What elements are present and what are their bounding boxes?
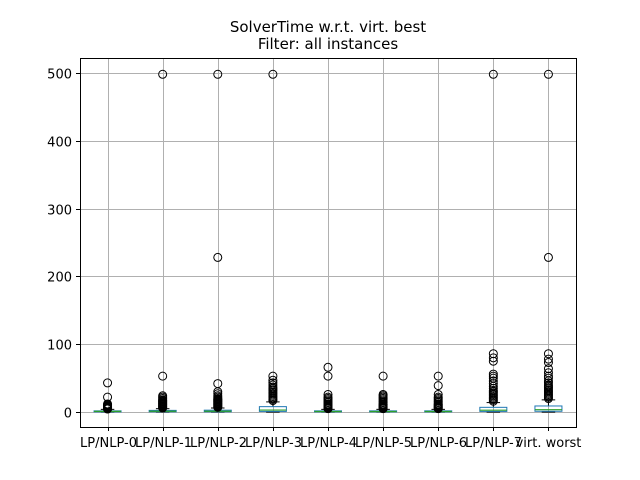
x-tick-label: LP/NLP-0 bbox=[80, 436, 137, 451]
chart-title: SolverTime w.r.t. virt. best bbox=[230, 18, 426, 36]
box-group bbox=[479, 69, 508, 413]
outlier-point bbox=[213, 69, 223, 79]
outlier-point bbox=[378, 371, 388, 381]
x-tick-label: LP/NLP-3 bbox=[245, 436, 302, 451]
outlier-point bbox=[433, 392, 443, 402]
box-group bbox=[424, 371, 453, 414]
y-tick-label: 300 bbox=[47, 204, 72, 219]
outlier-point bbox=[543, 252, 553, 262]
box-group bbox=[369, 371, 398, 414]
y-tick-label: 200 bbox=[47, 271, 72, 286]
x-tick-label: LP/NLP-2 bbox=[190, 436, 247, 451]
box-rect bbox=[534, 405, 563, 412]
outlier-point bbox=[323, 389, 333, 399]
box-rect bbox=[479, 406, 508, 412]
y-tick-label: 0 bbox=[64, 407, 72, 422]
outlier-point bbox=[433, 381, 443, 391]
y-axis-ticks: 0 100 200 300 400 500 bbox=[47, 68, 80, 422]
outlier-point bbox=[543, 354, 553, 364]
outlier-point bbox=[103, 392, 113, 402]
outlier-point bbox=[433, 389, 443, 399]
outlier-point bbox=[488, 379, 498, 389]
outlier-point bbox=[543, 69, 553, 79]
outlier-point bbox=[433, 371, 443, 381]
box-group bbox=[148, 69, 177, 413]
outlier-point bbox=[213, 379, 223, 389]
box-rect bbox=[258, 406, 287, 412]
x-tick-label: LP/NLP-4 bbox=[300, 436, 357, 451]
outlier-point bbox=[488, 353, 498, 363]
outlier-point bbox=[268, 378, 278, 388]
chart-subtitle: Filter: all instances bbox=[258, 35, 399, 53]
y-tick-label: 100 bbox=[47, 339, 72, 354]
outlier-point bbox=[158, 371, 168, 381]
outlier-point bbox=[268, 69, 278, 79]
outlier-point bbox=[488, 69, 498, 79]
boxes bbox=[93, 69, 563, 414]
y-tick-label: 500 bbox=[47, 68, 72, 83]
y-tick-label: 400 bbox=[47, 136, 72, 151]
box-group bbox=[534, 69, 563, 413]
outlier-point bbox=[488, 349, 498, 359]
outlier-point bbox=[323, 371, 333, 381]
outlier-point bbox=[543, 364, 553, 374]
outlier-point bbox=[543, 349, 553, 359]
outlier-point bbox=[268, 375, 278, 385]
outlier-point bbox=[213, 252, 223, 262]
outlier-point bbox=[158, 391, 168, 401]
outlier-point bbox=[488, 356, 498, 366]
outlier-point bbox=[543, 358, 553, 368]
outlier-point bbox=[488, 369, 498, 379]
outlier-point bbox=[488, 376, 498, 386]
box-group bbox=[203, 69, 232, 413]
outlier-point bbox=[323, 392, 333, 402]
x-tick-label: LP/NLP-6 bbox=[410, 436, 467, 451]
x-tick-label: LP/NLP-7 bbox=[465, 436, 522, 451]
outlier-point bbox=[543, 368, 553, 378]
outlier-point bbox=[268, 371, 278, 381]
box-group bbox=[258, 69, 287, 413]
outlier-point bbox=[103, 378, 113, 388]
box-group bbox=[93, 378, 122, 414]
outlier-point bbox=[378, 389, 388, 399]
x-tick-label: virt. worst bbox=[516, 436, 582, 451]
x-tick-label: LP/NLP-5 bbox=[355, 436, 412, 451]
x-axis-ticks: LP/NLP-0LP/NLP-1LP/NLP-2LP/NLP-3LP/NLP-4… bbox=[80, 427, 581, 451]
outlier-point bbox=[158, 69, 168, 79]
outlier-point bbox=[543, 371, 553, 381]
box-group bbox=[314, 362, 342, 414]
outlier-point bbox=[103, 399, 113, 409]
outlier-point bbox=[323, 362, 333, 372]
x-tick-label: LP/NLP-1 bbox=[135, 436, 192, 451]
